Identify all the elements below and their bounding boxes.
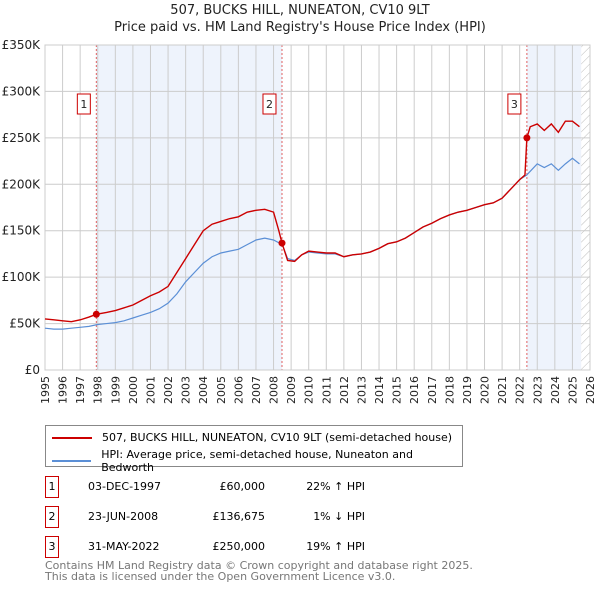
x-tick-label: 2007 xyxy=(250,376,263,404)
sale-label-box xyxy=(507,93,522,115)
x-tick-label: 1998 xyxy=(92,376,105,404)
x-tick-label: 1999 xyxy=(109,376,122,404)
y-tick-label: £0 xyxy=(25,363,40,377)
sale-label: 2 xyxy=(266,98,273,111)
y-tick-label: £250K xyxy=(2,131,42,145)
forecast-hatch xyxy=(581,45,590,370)
chart-subtitle: Price paid vs. HM Land Registry's House … xyxy=(114,20,486,35)
x-tick-label: 2005 xyxy=(215,376,228,404)
plot-area: 1995 1996 1997 1998 1999 2000 2001 2002 2003 2004… xyxy=(2,38,597,404)
x-tick-label: 1995 xyxy=(39,376,52,404)
transaction-badge: 1 xyxy=(45,476,59,498)
transaction-hpi: 1% ↓ HPI xyxy=(313,510,365,523)
transaction-row: 1 03-DEC-1997 £60,000 22% ↑ HPI xyxy=(45,476,445,498)
x-tick-label: 2011 xyxy=(320,376,333,404)
transaction-date: 03-DEC-1997 xyxy=(88,480,162,493)
x-tick-label: 2014 xyxy=(373,376,386,404)
transaction-badge: 2 xyxy=(45,506,59,528)
y-tick-label: £300K xyxy=(2,84,42,98)
sale-point xyxy=(278,239,286,247)
sale-label-box xyxy=(262,93,277,115)
x-tick-label: 2017 xyxy=(426,376,439,404)
x-tick-label: 2025 xyxy=(566,376,579,404)
x-tick-label: 2006 xyxy=(232,376,245,404)
footer-line1: Contains HM Land Registry data © Crown c… xyxy=(45,559,473,572)
y-tick-label: £350K xyxy=(2,38,42,52)
chart-title: 507, BUCKS HILL, NUNEATON, CV10 9LT xyxy=(170,3,430,18)
x-tick-label: 2015 xyxy=(391,376,404,404)
x-tick-label: 2024 xyxy=(549,376,562,404)
y-tick-label: £100K xyxy=(2,270,42,284)
x-tick-label: 2013 xyxy=(355,376,368,404)
x-tick-label: 2000 xyxy=(127,376,140,404)
footer-line2: This data is licensed under the Open Gov… xyxy=(45,570,396,583)
transaction-price: £250,000 xyxy=(212,540,266,553)
legend-label-hpi: HPI: Average price, semi-detached house,… xyxy=(101,448,413,474)
transaction-price: £136,675 xyxy=(212,510,266,523)
legend: 507, BUCKS HILL, NUNEATON, CV10 9LT (sem… xyxy=(45,425,463,474)
y-tick-label: £200K xyxy=(2,177,42,191)
sale-label: 3 xyxy=(511,98,518,111)
transaction-badge: 3 xyxy=(45,536,59,558)
sale-label: 1 xyxy=(80,98,87,111)
y-tick-label: £50K xyxy=(9,317,41,331)
transaction-row: 2 23-JUN-2008 £136,675 1% ↓ HPI xyxy=(45,506,445,528)
x-tick-label: 2010 xyxy=(303,376,316,404)
x-tick-label: 2009 xyxy=(285,376,298,404)
x-tick-label: 2002 xyxy=(162,376,175,404)
x-tick-label: 2004 xyxy=(197,376,210,404)
x-tick-label: 2018 xyxy=(443,376,456,404)
x-tick-label: 2012 xyxy=(338,376,351,404)
x-tick-label: 2016 xyxy=(408,376,421,404)
x-tick-label: 2001 xyxy=(144,376,157,404)
legend-blue-line xyxy=(52,460,92,462)
plot-border xyxy=(44,44,591,371)
transaction-hpi: 19% ↑ HPI xyxy=(306,540,365,553)
x-tick-label: 2008 xyxy=(268,376,281,404)
property-price-line xyxy=(44,120,580,323)
x-tick-label: 2020 xyxy=(479,376,492,404)
sale-point xyxy=(523,134,531,142)
transaction-date: 23-JUN-2008 xyxy=(88,510,159,523)
x-tick-label: 2003 xyxy=(180,376,193,404)
transaction-row: 3 31-MAY-2022 £250,000 19% ↑ HPI xyxy=(45,536,445,558)
x-tick-label: 1997 xyxy=(74,376,87,404)
transaction-date: 31-MAY-2022 xyxy=(88,540,160,553)
sale-label-box xyxy=(76,93,91,115)
x-tick-label: 2023 xyxy=(531,376,544,404)
y-tick-label: £150K xyxy=(2,224,42,238)
transaction-hpi: 22% ↑ HPI xyxy=(306,480,365,493)
x-tick-label: 2019 xyxy=(461,376,474,404)
x-tick-label: 1996 xyxy=(57,376,70,404)
legend-label-property: 507, BUCKS HILL, NUNEATON, CV10 9LT (sem… xyxy=(102,431,453,444)
transaction-price: £60,000 xyxy=(219,480,266,493)
footer: Contains HM Land Registry data © Crown c… xyxy=(45,560,473,582)
x-tick-label: 2026 xyxy=(584,376,597,404)
shaded-region xyxy=(526,45,582,370)
x-tick-label: 2021 xyxy=(496,376,509,404)
shaded-region xyxy=(96,45,282,370)
legend-red-line xyxy=(52,436,92,439)
sale-point xyxy=(92,310,100,318)
x-tick-label: 2022 xyxy=(514,376,527,404)
